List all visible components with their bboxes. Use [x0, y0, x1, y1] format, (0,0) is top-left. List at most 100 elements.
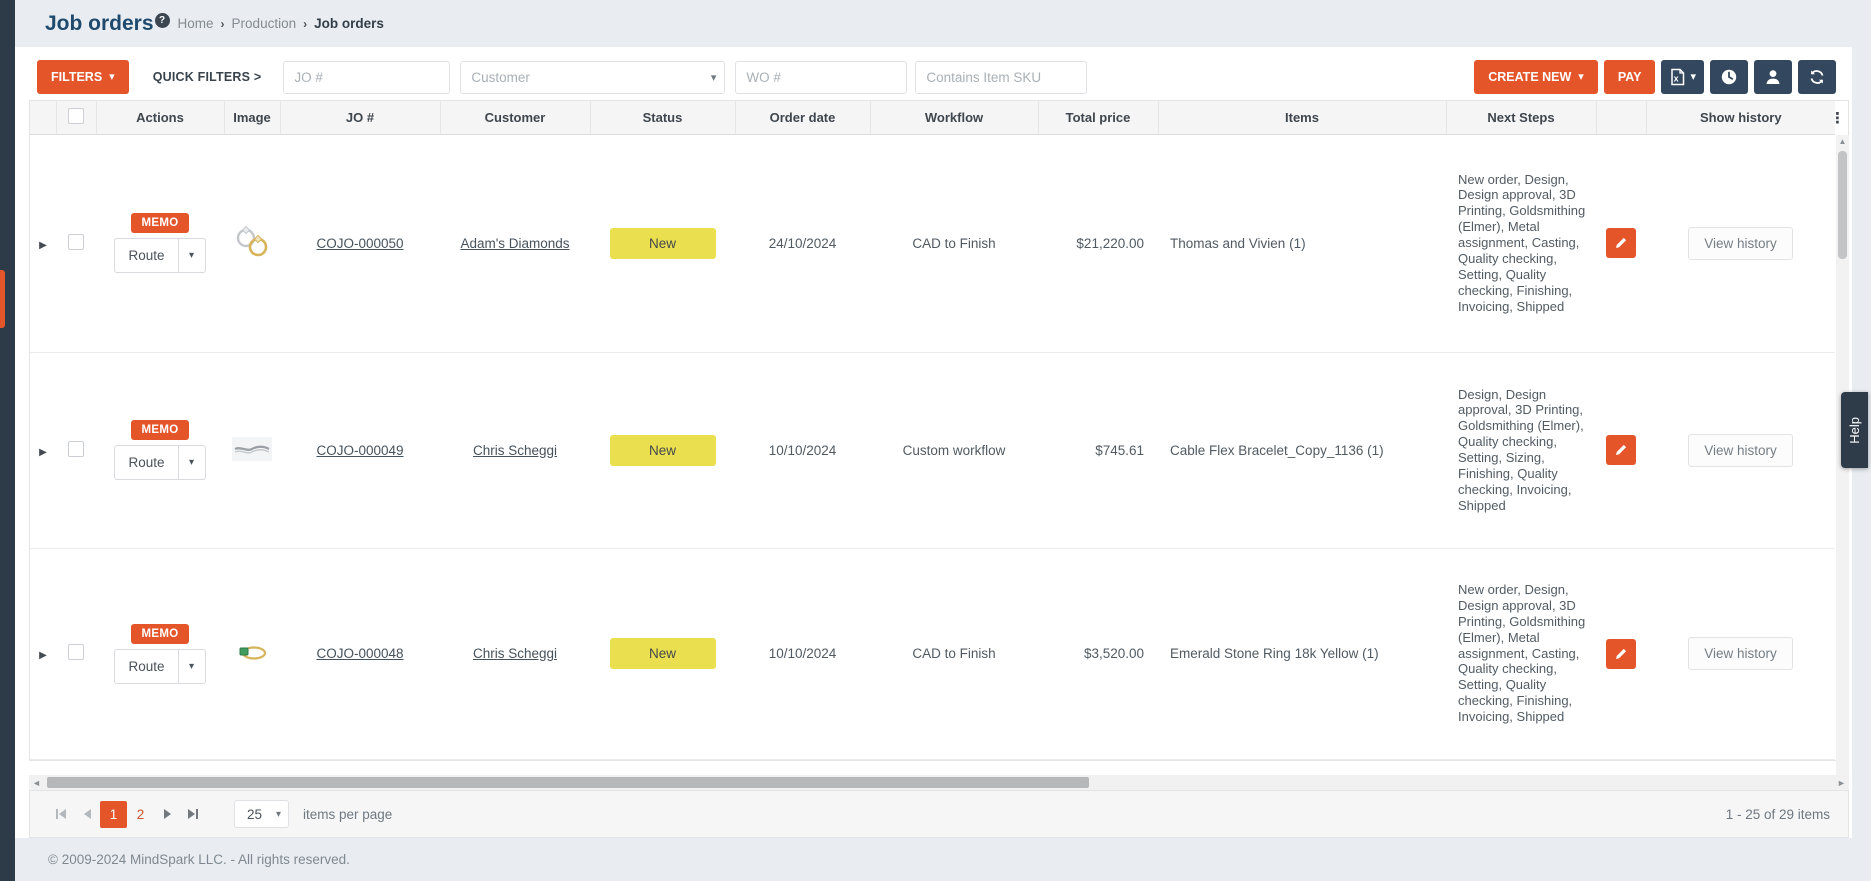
last-page-button[interactable]: [180, 801, 206, 827]
customer-link[interactable]: Adam's Diamonds: [460, 235, 570, 251]
product-image-bracelet[interactable]: [230, 429, 274, 469]
header-items[interactable]: Items: [1157, 101, 1446, 135]
route-split-button[interactable]: Route ▾: [114, 648, 206, 684]
customer-combobox[interactable]: ▾: [460, 60, 726, 94]
memo-badge: MEMO: [130, 420, 190, 440]
horizontal-scroll-thumb[interactable]: [47, 777, 1089, 788]
row-checkbox[interactable]: [68, 644, 84, 660]
breadcrumb-home[interactable]: Home: [177, 16, 214, 31]
header-workflow[interactable]: Workflow: [869, 101, 1038, 135]
create-new-label: CREATE NEW: [1488, 70, 1572, 84]
page-header: Job orders ? Home › Production › Job ord…: [15, 0, 1871, 47]
customer-link[interactable]: Chris Scheggi: [472, 442, 558, 458]
jo-number-input[interactable]: [283, 60, 451, 94]
row-checkbox[interactable]: [68, 440, 84, 457]
view-history-button[interactable]: View history: [1688, 637, 1793, 670]
filters-button[interactable]: FILTERS ▾: [37, 60, 129, 94]
wo-number-input[interactable]: [735, 60, 908, 94]
pay-button[interactable]: PAY: [1603, 60, 1656, 94]
chevron-down-icon: ▾: [275, 809, 281, 820]
order-date-cell: 10/10/2024: [735, 548, 870, 760]
scroll-up-icon[interactable]: ▲: [1838, 137, 1847, 146]
jo-number-link[interactable]: COJO-000048: [316, 646, 404, 661]
scroll-left-icon[interactable]: ◄: [32, 777, 41, 788]
toolbar-actions: CREATE NEW ▾ PAY x ▾: [1474, 60, 1836, 94]
row-expand-icon[interactable]: ▶: [39, 446, 47, 458]
edit-next-steps-button[interactable]: [1606, 435, 1636, 465]
chevron-down-icon[interactable]: ▾: [177, 649, 205, 683]
page-help-icon[interactable]: ?: [154, 13, 170, 28]
header-actions[interactable]: Actions: [95, 101, 224, 135]
header-next-steps[interactable]: Next Steps: [1445, 101, 1596, 135]
first-page-button[interactable]: [48, 801, 74, 827]
pencil-icon: [1616, 444, 1627, 455]
refresh-button[interactable]: [1798, 60, 1836, 94]
item-sku-input[interactable]: [915, 60, 1088, 94]
chevron-down-icon: ▾: [1578, 70, 1584, 83]
row-checkbox[interactable]: [68, 233, 84, 250]
jo-number-link[interactable]: COJO-000049: [316, 442, 404, 458]
clock-icon: [1721, 69, 1737, 85]
header-show-history[interactable]: Show history: [1645, 101, 1835, 135]
chevron-down-icon[interactable]: ▾: [177, 446, 205, 479]
next-steps-cell: New order, Design, Design approval, 3D P…: [1458, 171, 1586, 314]
quick-filters-link[interactable]: QUICK FILTERS >: [152, 70, 262, 84]
vertical-scrollbar[interactable]: ▲ ▼: [1836, 135, 1849, 808]
edit-next-steps-button[interactable]: [1606, 228, 1636, 258]
header-select-all: [55, 101, 96, 135]
view-history-button[interactable]: View history: [1688, 433, 1793, 467]
jo-number-link[interactable]: COJO-000050: [316, 235, 404, 251]
header-order-date[interactable]: Order date: [734, 101, 870, 135]
copyright-text: © 2009-2024 MindSpark LLC. - All rights …: [48, 852, 350, 867]
route-button-label[interactable]: Route: [128, 248, 165, 263]
next-page-button[interactable]: [154, 801, 180, 827]
product-image-emerald-ring[interactable]: [231, 632, 273, 672]
row-expand-icon[interactable]: ▶: [39, 239, 47, 251]
history-clock-button[interactable]: [1710, 60, 1748, 94]
header-customer[interactable]: Customer: [439, 101, 590, 135]
route-split-button[interactable]: Route ▾: [114, 238, 206, 273]
status-badge: New: [609, 434, 716, 466]
sidebar-handle[interactable]: [0, 270, 5, 328]
page-button-2[interactable]: 2: [136, 806, 145, 822]
product-image-two-rings[interactable]: [231, 222, 273, 262]
memo-badge: MEMO: [130, 213, 190, 233]
chevron-down-icon: ▾: [109, 70, 115, 83]
horizontal-scrollbar[interactable]: ◄ ►: [29, 775, 1849, 790]
scroll-right-icon[interactable]: ►: [1837, 777, 1846, 788]
create-new-button[interactable]: CREATE NEW ▾: [1474, 60, 1598, 94]
page-button-1[interactable]: 1: [100, 800, 127, 828]
edit-next-steps-button[interactable]: [1606, 638, 1636, 669]
customer-link[interactable]: Chris Scheggi: [472, 646, 558, 661]
next-steps-cell: Design, Design approval, 3D Printing, Go…: [1458, 386, 1584, 513]
header-jo[interactable]: JO #: [279, 101, 440, 135]
chevron-down-icon[interactable]: ▾: [177, 239, 205, 272]
refresh-icon: [1810, 70, 1824, 84]
breadcrumb-current: Job orders: [314, 16, 384, 31]
page-size-select[interactable]: 25 ▾: [234, 800, 289, 828]
select-all-checkbox[interactable]: [68, 107, 84, 124]
route-button-label[interactable]: Route: [128, 455, 165, 470]
order-date-cell: 24/10/2024: [735, 134, 870, 353]
header-expand: [30, 101, 56, 135]
header-total-price[interactable]: Total price: [1037, 101, 1158, 135]
route-button-label[interactable]: Route: [128, 658, 165, 674]
pager-range-label: 1 - 25 of 29 items: [1725, 806, 1830, 822]
customer-input[interactable]: [460, 60, 726, 94]
user-button[interactable]: [1754, 60, 1792, 94]
help-tab[interactable]: Help: [1841, 392, 1868, 468]
actions-cell: MEMO Route ▾: [96, 134, 224, 353]
order-date-cell: 10/10/2024: [735, 352, 870, 549]
collapsed-sidebar[interactable]: [0, 0, 15, 881]
route-split-button[interactable]: Route ▾: [114, 445, 206, 480]
column-menu-icon[interactable]: ⋮: [1830, 110, 1845, 127]
export-excel-button[interactable]: x ▾: [1661, 60, 1704, 94]
vertical-scroll-thumb[interactable]: [1838, 151, 1847, 259]
header-image[interactable]: Image: [223, 101, 280, 135]
row-expand-icon[interactable]: ▶: [39, 650, 47, 661]
header-status[interactable]: Status: [589, 101, 735, 135]
breadcrumb-production[interactable]: Production: [231, 16, 297, 31]
view-history-button[interactable]: View history: [1688, 226, 1793, 260]
previous-page-button[interactable]: [74, 801, 100, 827]
total-price-cell: $3,520.00: [1038, 548, 1158, 760]
